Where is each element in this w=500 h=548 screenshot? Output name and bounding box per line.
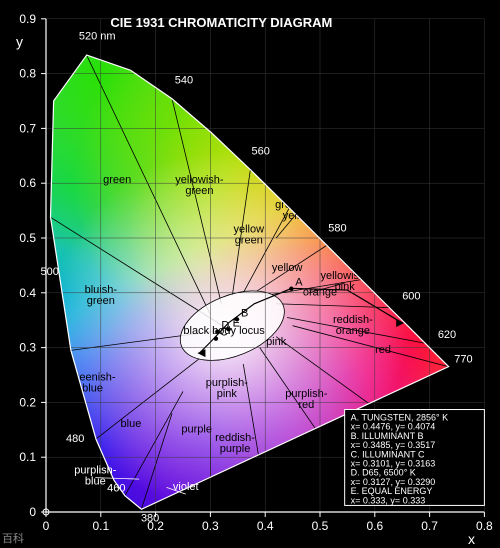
region-label: blue [85,476,106,488]
region-label: red [375,344,391,356]
region-label: orange [336,325,370,337]
region-label: orange [374,256,408,268]
legend-line: x= 0.333, y= 0.333 [351,495,426,505]
region-label: pink [217,388,238,400]
y-tick: 0.8 [19,67,36,81]
region-label: violet [173,481,199,493]
region-label: blue [121,418,142,430]
y-tick: 0.1 [19,450,36,464]
x-axis-label: x [468,531,475,547]
wavelength-label: 460 [107,483,125,495]
region-label: yellow [283,210,314,222]
y-tick: 0.4 [19,286,36,300]
wavelength-label: 620 [438,329,456,341]
region-label: blue [82,382,103,394]
y-tick: 0.9 [19,12,36,26]
y-tick: 0.6 [19,176,36,190]
x-tick: 0.3 [202,519,219,533]
region-label: green [235,235,263,247]
x-tick: 0.6 [366,519,383,533]
region-label: yellow [272,262,303,274]
watermark: 百科 [2,530,24,546]
y-tick: 0.2 [19,395,36,409]
x-tick: 0.7 [421,519,438,533]
chart-title: CIE 1931 CHROMATICITY DIAGRAM [110,15,332,30]
y-axis-label: y [16,34,23,50]
x-tick: 0 [43,519,50,533]
wavelength-label: 480 [66,433,84,445]
x-tick: 0.5 [312,519,329,533]
svg-text:B: B [241,307,248,319]
region-label: black body locus [183,325,265,337]
region-label: pink [266,336,287,348]
wavelength-label: 770 [454,354,472,366]
wavelength-label: 540 [175,74,193,86]
region-label: green [103,174,131,186]
chromaticity-diagram: ABCDEgreenyellowish-greenyellowgreengree… [0,0,500,548]
region-label: pink [335,281,356,293]
wavelength-label: 600 [402,291,420,303]
y-tick: 0.7 [19,121,36,135]
region-label: red [298,399,314,411]
y-tick: 0.5 [19,231,36,245]
wavelength-label: 520 nm [79,30,116,42]
region-label: green [185,185,213,197]
wavelength-label: 580 [328,222,346,234]
region-label: yellow [332,234,363,246]
wavelength-label: 380 [141,512,159,524]
y-tick: 0 [29,505,36,519]
x-tick: 0.8 [476,519,493,533]
wavelength-label: 560 [252,146,270,158]
x-tick: 0.1 [92,519,109,533]
region-label: purple [181,424,212,436]
y-tick: 0.3 [19,341,36,355]
wavelength-label: 500 [41,266,59,278]
x-tick: 0.4 [257,519,274,533]
region-label: purple [220,443,251,455]
